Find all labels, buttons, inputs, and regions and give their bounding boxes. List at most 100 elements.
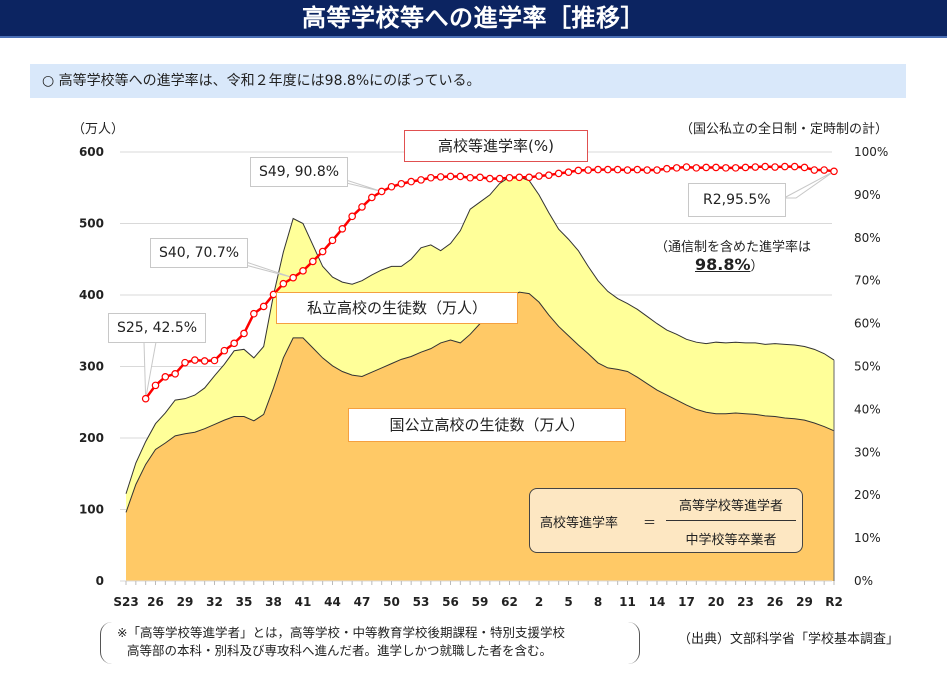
rate-point [289, 273, 297, 282]
x-tick-label: 56 [442, 595, 459, 609]
legend-public: 国公立高校の生徒数（万人） [348, 408, 626, 442]
rate-point [672, 164, 681, 172]
right-axis-note: （国公私立の全日制・定時制の計） [680, 122, 889, 137]
rate-point [466, 173, 474, 182]
callout-r2: R2,95.5% [688, 183, 786, 217]
x-tick-label: 32 [206, 595, 223, 609]
x-tick-label: 38 [265, 595, 282, 609]
formula-numerator: 高等学校等進学者 [678, 499, 783, 514]
rate-point [279, 279, 288, 288]
rate-point [230, 339, 238, 348]
formula-lhs: 高校等進学率 [540, 516, 619, 531]
rate-point [515, 173, 524, 182]
x-tick-label: 20 [708, 595, 725, 609]
footnote-line2: 高等部の本科・別科及び専攻科へ進んだ者。進学しかつ就職した者を含む。 [127, 643, 553, 658]
rate-point [613, 165, 622, 174]
rate-point [427, 173, 435, 182]
y-tick-label: 400 [79, 288, 104, 302]
rate-point [210, 356, 219, 365]
x-tick-label: 29 [177, 595, 194, 609]
rate-point [663, 164, 671, 173]
rate-point [761, 162, 769, 171]
x-tick-label: 59 [472, 595, 489, 609]
rate-point [594, 165, 602, 174]
x-tick-label: 41 [295, 595, 312, 609]
rate-point [200, 357, 209, 365]
rate-point [722, 164, 730, 172]
rate-point [358, 203, 366, 211]
x-tick-label: 23 [737, 595, 754, 609]
y2-tick-label: 40% [854, 402, 881, 416]
private-area-outline [125, 176, 835, 494]
rate-point [781, 162, 789, 171]
x-tick-label: 35 [236, 595, 253, 609]
x-tick-label: 29 [796, 595, 813, 609]
rate-point [633, 165, 642, 174]
y2-tick-label: 90% [854, 188, 881, 202]
rate-point [299, 267, 307, 275]
rate-point [810, 166, 819, 174]
rate-point [250, 309, 258, 318]
x-tick-label: 14 [649, 595, 666, 609]
legend-rate: 高校等進学率(%) [404, 130, 588, 162]
rate-point [692, 164, 701, 172]
x-tick-label: 62 [501, 595, 518, 609]
x-tick-label: 44 [324, 595, 341, 609]
footnote-line1: ※「高等学校等進学者」とは，高等学校・中等教育学校後期課程・特別支援学校 [117, 625, 565, 640]
rate-point [751, 163, 760, 171]
rate-point [564, 168, 573, 176]
rate-series [141, 162, 838, 403]
rate-point [604, 165, 612, 174]
legend-private: 私立高校の生徒数（万人） [276, 292, 518, 324]
y2-tick-label: 80% [854, 231, 881, 245]
x-axis: S23 26 29 32 35 38 41 44 47 50 53 56 59 62 2 5 8 11 14 17 20… [113, 580, 843, 609]
rate-point [397, 179, 406, 188]
rate-point [486, 174, 494, 183]
leader-s25 [143, 341, 157, 399]
rate-point [702, 163, 710, 172]
rate-point [820, 166, 828, 174]
rate-point [141, 394, 150, 403]
summary-banner: ○ 高等学校等への進学率は、令和２年度には98.8%にのぼっている。 [30, 64, 906, 98]
y-tick-label: 600 [79, 145, 104, 159]
footnote-box: ※「高等学校等進学者」とは，高等学校・中等教育学校後期課程・特別支援学校 高等部… [100, 622, 640, 664]
rate-point [368, 193, 376, 202]
rate-point [240, 329, 248, 338]
x-tick-label: 2 [535, 595, 543, 609]
formula-box: 高校等進学率 ＝ 高等学校等進学者 中学校等卒業者 [529, 488, 803, 553]
correspondence-note-line1: （通信制を含めた進学率は [655, 240, 812, 255]
y2-tick-label: 100% [854, 145, 888, 159]
x-tick-label: 53 [413, 595, 430, 609]
x-tick-label: R2 [825, 595, 843, 609]
x-tick-label: 47 [354, 595, 371, 609]
rate-point [653, 166, 661, 174]
rate-point [417, 176, 425, 184]
rate-point [623, 166, 632, 174]
formula-denominator: 中学校等卒業者 [685, 533, 777, 548]
rate-point [712, 163, 720, 172]
rate-point [771, 163, 779, 171]
rate-point [446, 172, 455, 181]
rate-point [220, 346, 229, 355]
y2-tick-label: 70% [854, 274, 881, 288]
x-tick-label: 26 [147, 595, 164, 609]
rate-point [682, 163, 691, 171]
summary-text: ○ 高等学校等への進学率は、令和２年度には98.8%にのぼっている。 [42, 73, 481, 89]
y2-tick-label: 60% [854, 317, 881, 331]
rate-point [741, 163, 750, 172]
rate-point [505, 173, 514, 182]
x-tick-label: 8 [594, 595, 602, 609]
rate-point [525, 173, 533, 182]
y-tick-label: 300 [79, 360, 104, 374]
rate-point [574, 166, 583, 175]
rate-point [535, 172, 543, 180]
y2-tick-label: 50% [854, 360, 881, 374]
y-tick-label: 0 [96, 574, 104, 588]
source-note: （出典）文部科学省「学校基本調査」 [678, 632, 900, 647]
y2-tick-label: 30% [854, 445, 881, 459]
rate-point [800, 163, 809, 172]
rate-point [318, 247, 327, 256]
correspondence-value: 98.8% [695, 255, 751, 274]
formula-equals: ＝ [643, 516, 657, 531]
y-axis-left: 0 100 200 300 400 500 600 [79, 145, 104, 588]
